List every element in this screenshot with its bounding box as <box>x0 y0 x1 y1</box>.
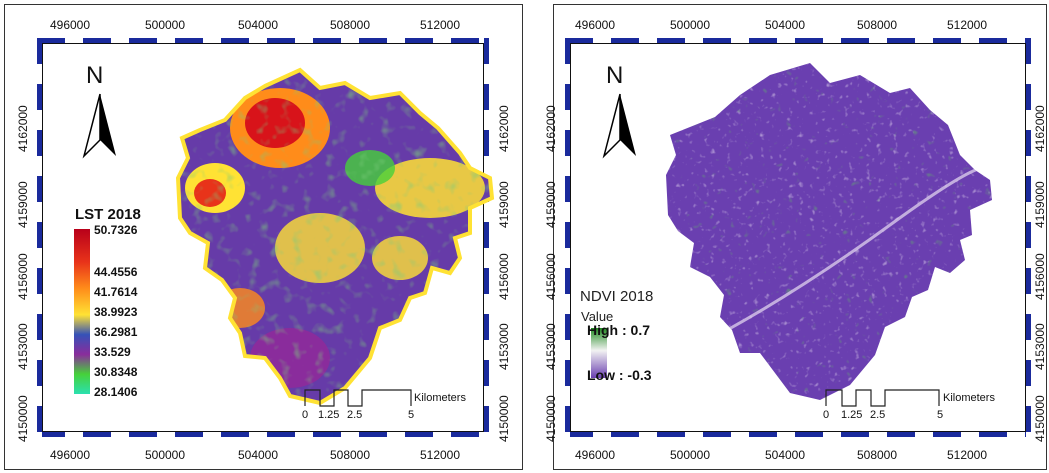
ndvi-y-tick-right-2: 4159000 <box>1033 181 1047 228</box>
ndvi-x-tick-bottom-4: 508000 <box>856 448 898 462</box>
ndvi-y-tick-left-1: 4162000 <box>544 105 558 152</box>
ndvi-x-tick-top-3: 504000 <box>764 18 806 32</box>
ndvi-scale-tick-1: 1.25 <box>841 409 863 421</box>
lst-x-tick-bottom-5: 512000 <box>419 448 461 462</box>
lst-legend-value-2: 44.4556 <box>94 265 138 279</box>
ndvi-legend-title: NDVI 2018 <box>580 288 654 305</box>
lst-x-tick-bottom-1: 496000 <box>49 448 91 462</box>
ndvi-raster-map <box>666 63 992 400</box>
ndvi-x-tick-bottom-3: 504000 <box>764 448 806 462</box>
ndvi-legend-color-ramp <box>591 328 607 378</box>
ndvi-y-tick-left-2: 4159000 <box>544 181 558 228</box>
lst-y-tick-left-1: 4162000 <box>16 105 30 152</box>
lst-scale-bar <box>304 389 412 407</box>
lst-top-graticule-band <box>37 38 489 43</box>
lst-scale-tick-2: 2.5 <box>347 409 363 421</box>
lst-x-tick-top-4: 508000 <box>329 18 371 32</box>
ndvi-x-tick-top-4: 508000 <box>856 18 898 32</box>
ndvi-x-tick-top-1: 496000 <box>574 18 616 32</box>
lst-x-tick-top-3: 504000 <box>237 18 279 32</box>
north-arrow-icon <box>602 93 636 159</box>
ndvi-y-tick-left-4: 4153000 <box>544 323 558 370</box>
ndvi-y-tick-right-3: 4156000 <box>1033 253 1047 300</box>
ndvi-y-tick-left-5: 4150000 <box>544 395 558 442</box>
ndvi-x-tick-bottom-5: 512000 <box>946 448 988 462</box>
lst-legend-value-8: 28.1406 <box>94 385 138 399</box>
ndvi-north-label: N <box>606 62 624 89</box>
lst-legend-value-6: 33.529 <box>94 345 131 359</box>
ndvi-x-tick-bottom-1: 496000 <box>574 448 616 462</box>
lst-raster-map <box>175 67 495 406</box>
lst-scale-tick-3: 5 <box>408 409 415 421</box>
ndvi-x-tick-bottom-2: 500000 <box>669 448 711 462</box>
ndvi-neatline <box>570 43 1026 432</box>
lst-x-tick-bottom-2: 500000 <box>144 448 186 462</box>
ndvi-y-tick-left-3: 4156000 <box>544 253 558 300</box>
ndvi-scale-tick-3: 5 <box>937 409 944 421</box>
lst-x-tick-top-2: 500000 <box>144 18 186 32</box>
ndvi-y-tick-right-5: 4150000 <box>1033 395 1047 442</box>
lst-scale-tick-1: 1.25 <box>318 409 340 421</box>
ndvi-scale-tick-0: 0 <box>823 409 830 421</box>
lst-left-graticule-band <box>37 38 42 437</box>
lst-x-tick-bottom-4: 508000 <box>329 448 371 462</box>
ndvi-x-tick-top-5: 512000 <box>946 18 988 32</box>
ndvi-x-tick-top-2: 500000 <box>669 18 711 32</box>
lst-scale-unit: Kilometers <box>414 392 466 404</box>
lst-neatline <box>42 43 484 432</box>
ndvi-scale-bar <box>825 389 940 407</box>
ndvi-legend-high-label: High : 0.7 <box>587 322 651 338</box>
ndvi-legend-low-label: Low : -0.3 <box>587 367 652 383</box>
lst-y-tick-left-3: 4156000 <box>16 253 30 300</box>
ndvi-scale-unit: Kilometers <box>943 392 995 404</box>
north-arrow-icon <box>82 93 116 159</box>
lst-y-tick-left-2: 4159000 <box>16 181 30 228</box>
ndvi-scale-tick-2: 2.5 <box>870 409 886 421</box>
ndvi-top-graticule-band <box>565 38 1031 43</box>
lst-map-panel: 496000 500000 504000 508000 512000 49600… <box>4 4 523 470</box>
lst-legend-value-7: 30.8348 <box>94 365 138 379</box>
ndvi-north-arrow: N <box>600 62 640 164</box>
lst-legend-value-1: 50.7326 <box>94 223 138 237</box>
ndvi-y-tick-right-1: 4162000 <box>1033 105 1047 152</box>
ndvi-legend-subtitle: Value <box>581 309 614 324</box>
ndvi-map-panel: 496000 500000 504000 508000 512000 49600… <box>525 0 1049 473</box>
lst-y-tick-left-4: 4153000 <box>16 323 30 370</box>
lst-right-graticule-band <box>484 38 489 437</box>
lst-legend-color-ramp <box>74 229 90 394</box>
ndvi-y-tick-right-4: 4153000 <box>1033 323 1047 370</box>
lst-legend-value-3: 41.7614 <box>94 285 138 299</box>
ndvi-bottom-graticule-band <box>565 432 1031 437</box>
lst-legend-title: LST 2018 <box>75 206 141 223</box>
lst-x-tick-top-1: 496000 <box>49 18 91 32</box>
lst-north-arrow: N <box>80 62 120 164</box>
ndvi-left-graticule-band <box>565 38 570 437</box>
lst-north-label: N <box>86 62 104 89</box>
lst-bottom-graticule-band <box>37 432 489 437</box>
lst-y-tick-left-5: 4150000 <box>16 395 30 442</box>
lst-legend-value-4: 38.9923 <box>94 305 138 319</box>
ndvi-right-graticule-band <box>1026 38 1031 437</box>
lst-legend-value-5: 36.2981 <box>94 325 138 339</box>
lst-scale-tick-0: 0 <box>302 409 309 421</box>
lst-x-tick-top-5: 512000 <box>419 18 461 32</box>
lst-x-tick-bottom-3: 504000 <box>237 448 279 462</box>
